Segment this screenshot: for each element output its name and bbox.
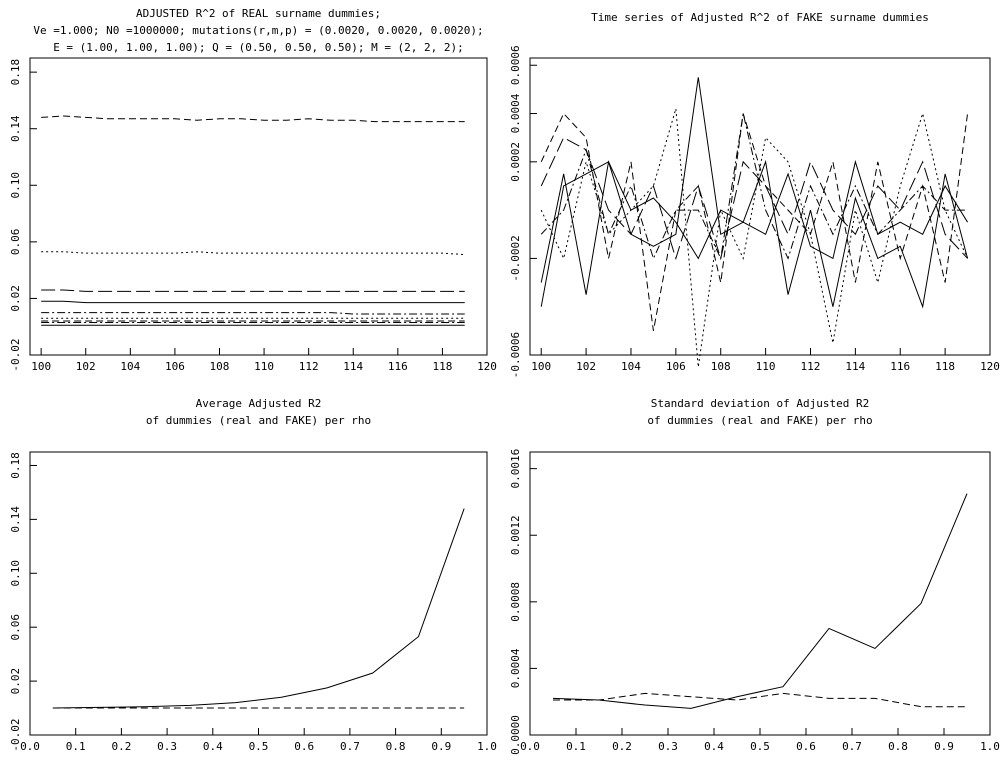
- data-line: [540, 112, 969, 331]
- x-tick-label: 114: [845, 360, 865, 373]
- x-tick-label: 0.0: [520, 740, 540, 753]
- x-tick-label: 0.4: [203, 740, 223, 753]
- x-tick-label: 112: [801, 360, 821, 373]
- data-line: [41, 300, 465, 304]
- chart-title: Standard deviation of Adjusted R2: [651, 397, 870, 410]
- y-tick-label: 0.02: [9, 285, 22, 312]
- x-tick-label: 0.3: [157, 740, 177, 753]
- y-tick-label: 0.06: [9, 229, 22, 256]
- chart-title: of dummies (real and FAKE) per rho: [146, 414, 371, 427]
- data-line: [540, 108, 969, 368]
- x-tick-label: 118: [935, 360, 955, 373]
- x-tick-label: 0.8: [888, 740, 908, 753]
- plot-frame: [529, 57, 991, 356]
- data-line: [540, 77, 968, 307]
- y-tick-label: 0.0008: [509, 582, 522, 622]
- x-tick-label: 110: [756, 360, 776, 373]
- data-line: [41, 251, 465, 256]
- x-tick-label: 120: [477, 360, 497, 373]
- y-tick-label: 0.18: [9, 452, 22, 479]
- y-tick-label: -0.02: [9, 338, 22, 371]
- y-tick-label: 0.02: [9, 668, 22, 695]
- y-tick-label: -0.0006: [509, 332, 522, 378]
- x-tick-label: 104: [621, 360, 641, 373]
- x-tick-label: 110: [254, 360, 274, 373]
- chart-title: E = (1.00, 1.00, 1.00); Q = (0.50, 0.50,…: [53, 41, 464, 54]
- x-tick-label: 108: [210, 360, 230, 373]
- data-line: [540, 136, 968, 261]
- y-tick-label: 0.0004: [509, 648, 522, 688]
- y-tick-label: 0.0006: [509, 45, 522, 85]
- x-tick-label: 112: [299, 360, 319, 373]
- plot-frame: [529, 451, 991, 736]
- x-tick-label: 0.8: [386, 740, 406, 753]
- chart-title: Average Adjusted R2: [196, 397, 322, 410]
- data-line: [540, 113, 968, 261]
- x-tick-label: 0.2: [612, 740, 632, 753]
- y-tick-label: 0.14: [9, 506, 22, 533]
- x-tick-label: 0.0: [20, 740, 40, 753]
- x-tick-label: 0.5: [750, 740, 770, 753]
- x-tick-label: 1.0: [980, 740, 1000, 753]
- x-tick-label: 1.0: [477, 740, 497, 753]
- x-tick-label: 106: [666, 360, 686, 373]
- x-tick-label: 0.7: [340, 740, 360, 753]
- y-tick-label: 0.0000: [509, 715, 522, 755]
- x-tick-label: 120: [980, 360, 1000, 373]
- y-tick-label: 0.0012: [509, 515, 522, 555]
- x-tick-label: 0.6: [294, 740, 314, 753]
- x-tick-label: 0.1: [66, 740, 86, 753]
- y-tick-label: 0.14: [9, 115, 22, 142]
- y-tick-label: -0.02: [9, 718, 22, 751]
- plot-frame: [29, 57, 488, 356]
- x-tick-label: 104: [120, 360, 140, 373]
- data-line: [552, 493, 968, 709]
- x-tick-label: 108: [711, 360, 731, 373]
- x-tick-label: 106: [165, 360, 185, 373]
- data-line: [52, 508, 465, 709]
- chart-title: ADJUSTED R^2 of REAL surname dummies;: [136, 7, 381, 20]
- x-tick-label: 118: [432, 360, 452, 373]
- x-tick-label: 100: [531, 360, 551, 373]
- x-tick-label: 102: [576, 360, 596, 373]
- x-tick-label: 114: [343, 360, 363, 373]
- x-tick-label: 0.1: [566, 740, 586, 753]
- x-tick-label: 0.9: [934, 740, 954, 753]
- y-tick-label: 0.0004: [509, 93, 522, 133]
- x-tick-label: 102: [76, 360, 96, 373]
- chart-title: Ve =1.000; N0 =1000000; mutations(r,m,p)…: [33, 24, 483, 37]
- y-tick-label: 0.06: [9, 614, 22, 641]
- y-tick-label: 0.10: [9, 560, 22, 587]
- x-tick-label: 0.6: [796, 740, 816, 753]
- y-tick-label: 0.18: [9, 59, 22, 86]
- plot-frame: [29, 451, 488, 736]
- y-tick-label: -0.0002: [509, 235, 522, 281]
- x-tick-label: 0.3: [658, 740, 678, 753]
- x-tick-label: 0.2: [111, 740, 131, 753]
- data-line: [41, 289, 465, 292]
- x-tick-label: 116: [890, 360, 910, 373]
- data-line: [41, 115, 465, 123]
- y-tick-label: 0.10: [9, 172, 22, 199]
- data-line: [41, 312, 465, 315]
- y-tick-label: 0.0002: [509, 142, 522, 182]
- data-line: [540, 159, 969, 309]
- x-tick-label: 0.9: [431, 740, 451, 753]
- x-tick-label: 0.5: [249, 740, 269, 753]
- y-tick-label: 0.0016: [509, 449, 522, 489]
- x-tick-label: 0.7: [842, 740, 862, 753]
- x-tick-label: 100: [31, 360, 51, 373]
- chart-title: Time series of Adjusted R^2 of FAKE surn…: [591, 11, 929, 24]
- data-line: [553, 692, 967, 708]
- chart-title: of dummies (real and FAKE) per rho: [647, 414, 872, 427]
- x-tick-label: 0.4: [704, 740, 724, 753]
- x-tick-label: 116: [388, 360, 408, 373]
